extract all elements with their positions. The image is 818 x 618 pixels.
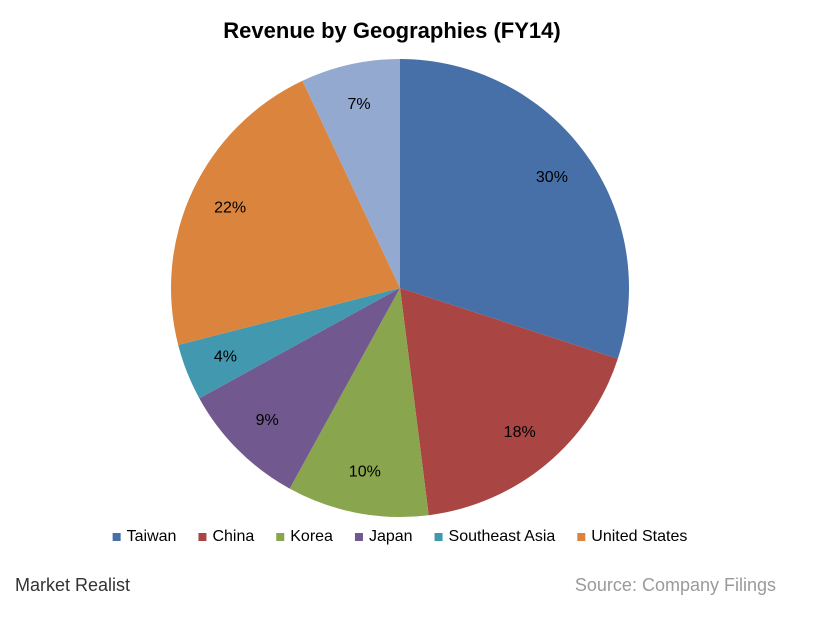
legend-label: Japan	[369, 528, 413, 545]
legend-swatch	[112, 533, 121, 541]
watermark: Market Realist	[15, 575, 130, 595]
legend-swatch	[354, 533, 363, 541]
pie-slice	[178, 288, 400, 399]
pie-slice	[400, 288, 618, 516]
pie-slice	[289, 288, 429, 518]
data-label: 4%	[214, 348, 237, 365]
legend-swatch	[276, 533, 285, 541]
data-label: 9%	[256, 412, 279, 429]
legend-label: Southeast Asia	[449, 528, 556, 545]
legend-swatch	[577, 533, 586, 541]
legend-label: Korea	[290, 528, 333, 545]
data-label: 7%	[347, 96, 370, 113]
source-note: Source: Company Filings	[575, 575, 776, 595]
pie-slice	[170, 80, 400, 345]
legend-label: China	[212, 528, 254, 545]
data-label: 30%	[536, 169, 568, 186]
data-label: 18%	[504, 424, 536, 441]
pie-slice	[302, 59, 400, 288]
data-label: 10%	[349, 464, 381, 481]
legend-label: United States	[591, 528, 687, 545]
chart-title: Revenue by Geographies (FY14)	[223, 18, 560, 43]
data-label: 22%	[214, 199, 246, 216]
legend-swatch	[434, 533, 443, 541]
legend-label: Taiwan	[127, 528, 177, 545]
pie-slice	[400, 59, 629, 359]
pie-slice	[199, 288, 400, 489]
legend-swatch	[198, 533, 207, 541]
